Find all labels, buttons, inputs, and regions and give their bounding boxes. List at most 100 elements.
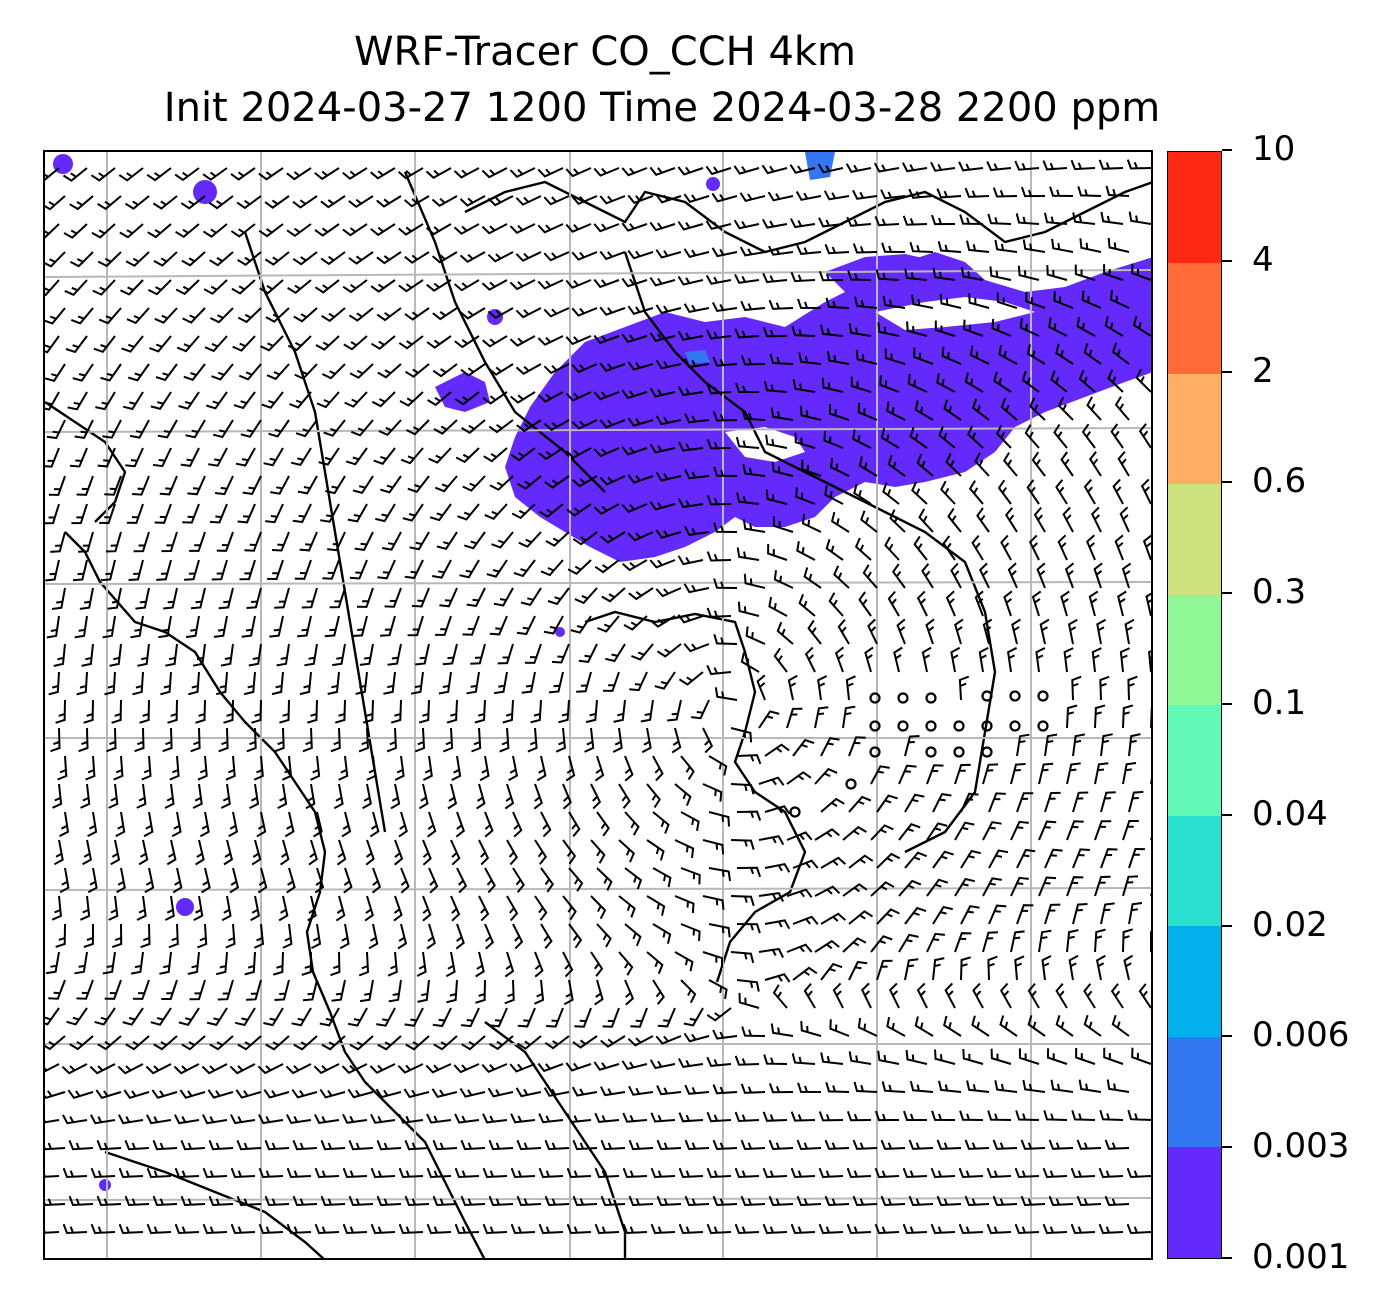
wind-barb <box>286 1223 312 1235</box>
wind-barb <box>1049 186 1074 197</box>
wind-barb <box>466 587 486 607</box>
wind-barb <box>425 167 452 180</box>
wind-barb <box>736 754 762 765</box>
wind-barb <box>650 1223 676 1235</box>
wind-barb <box>426 923 436 950</box>
wind-barb <box>400 867 410 894</box>
co-trace-1 <box>685 350 710 364</box>
wind-barb <box>974 452 990 477</box>
coastline-mainland <box>64 531 486 1258</box>
wind-barb <box>1072 733 1086 757</box>
wind-barb <box>479 755 490 782</box>
wind-barb <box>132 671 144 696</box>
wind-barb <box>349 363 374 379</box>
wind-barb <box>652 755 664 782</box>
co-plume-gap <box>725 427 805 462</box>
wind-barb <box>992 187 1018 198</box>
wind-barb <box>178 1007 200 1026</box>
colorbar-tick <box>1222 259 1232 262</box>
wind-barb <box>918 508 934 533</box>
wind-barb <box>655 471 682 482</box>
wind-barb <box>422 895 432 922</box>
wind-barb <box>161 979 178 1000</box>
wind-barb <box>657 1007 676 1028</box>
wind-barb <box>830 511 850 533</box>
wind-barb <box>1103 264 1124 281</box>
wind-barb <box>393 895 403 922</box>
wind-barb <box>313 1063 340 1075</box>
wind-barb <box>1046 1048 1068 1065</box>
wind-barb <box>1076 1139 1102 1150</box>
wind-barb <box>129 419 150 439</box>
wind-barb <box>418 699 430 724</box>
calm-wind-circle <box>953 720 965 732</box>
wind-barb <box>154 307 178 324</box>
wind-barb <box>902 1223 928 1235</box>
wind-barb <box>600 1086 626 1097</box>
border-3 <box>403 171 606 493</box>
wind-barb <box>913 535 928 561</box>
wind-barb <box>387 643 402 666</box>
wind-barb <box>911 481 928 505</box>
wind-barb <box>966 240 990 253</box>
wind-barb <box>180 195 206 210</box>
wind-barb <box>846 216 872 227</box>
border-5 <box>484 1021 627 1258</box>
wind-barb <box>1106 1079 1130 1093</box>
wind-barb <box>323 419 346 437</box>
wind-barb <box>504 979 515 1005</box>
wind-barb <box>758 947 784 958</box>
wind-barb <box>565 335 592 346</box>
wind-barb <box>189 979 206 1001</box>
wind-barb <box>175 279 200 296</box>
wind-barb <box>516 1139 542 1151</box>
wind-barb <box>930 1167 956 1179</box>
wind-barb <box>277 783 288 809</box>
wind-barb <box>630 1007 648 1028</box>
wind-barb <box>680 811 700 831</box>
wind-barb <box>1048 1195 1074 1207</box>
colorbar-tick-label: 10 <box>1252 129 1296 169</box>
wind-barb <box>652 811 670 834</box>
calm-wind-circle <box>845 778 857 790</box>
wind-barb <box>599 419 626 429</box>
wind-barb <box>740 1083 766 1094</box>
wind-barb <box>593 334 620 345</box>
wind-barb <box>627 305 654 315</box>
wind-barb <box>649 166 676 176</box>
wind-barb <box>1076 316 1096 337</box>
wind-barb <box>898 764 917 785</box>
wind-barb <box>852 189 878 200</box>
wind-barb <box>1119 647 1131 673</box>
wind-barb <box>518 531 542 548</box>
wind-barb <box>847 270 872 281</box>
wind-barb <box>916 982 928 1009</box>
wind-barb <box>124 195 150 210</box>
wind-barb <box>244 531 262 552</box>
wind-barb <box>574 587 598 605</box>
wind-barb <box>992 1195 1018 1207</box>
wind-barb <box>442 727 454 753</box>
wind-barb <box>1107 237 1130 253</box>
wind-barb <box>971 398 990 421</box>
wind-barb <box>409 531 430 551</box>
wind-barb <box>301 951 312 976</box>
wind-barb <box>1043 212 1068 225</box>
wind-barb <box>986 1223 1012 1235</box>
wind-barb <box>307 699 318 724</box>
wind-barb <box>62 167 88 182</box>
wind-barb <box>67 391 88 411</box>
wind-barb <box>571 363 598 374</box>
wind-barb <box>223 699 234 724</box>
wind-barb <box>398 1167 424 1179</box>
wind-barb <box>734 1111 760 1123</box>
wind-barb <box>377 559 396 580</box>
wind-barb <box>758 835 785 846</box>
wind-barb <box>100 559 116 582</box>
wind-barb <box>456 867 468 894</box>
wind-barb <box>62 1223 88 1235</box>
wind-barb <box>932 905 954 925</box>
wind-barb <box>62 1167 88 1179</box>
wind-barb <box>330 727 341 753</box>
wind-barb <box>538 1113 564 1124</box>
